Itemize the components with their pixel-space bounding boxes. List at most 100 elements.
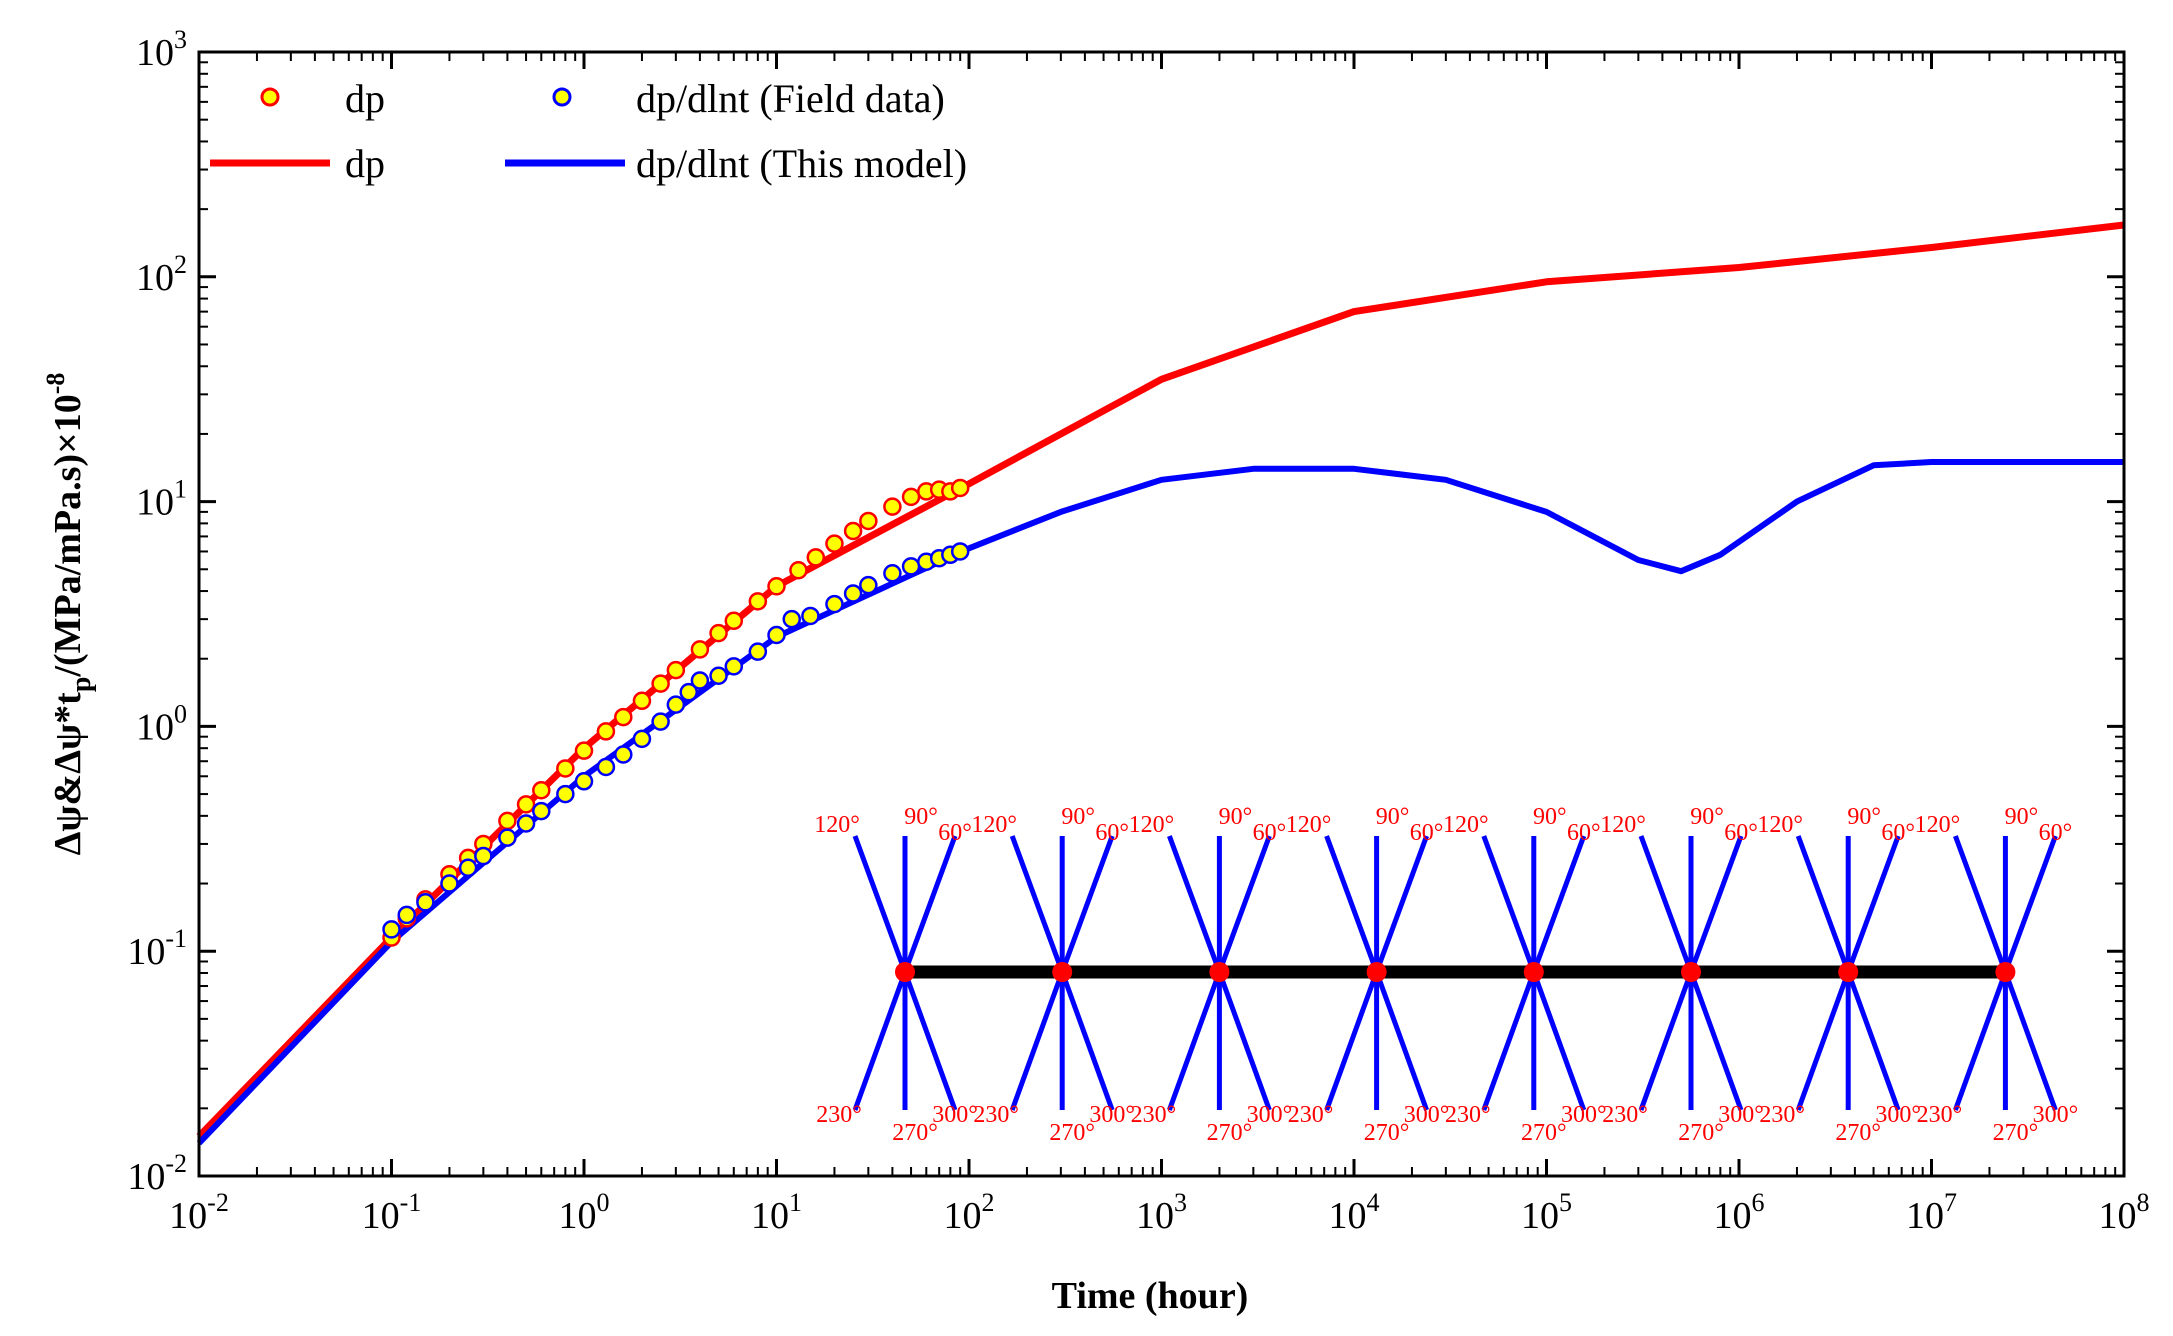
angle-label-top: 90° <box>1219 804 1253 830</box>
cluster-point <box>895 962 915 982</box>
fracture-line <box>1324 971 1379 1111</box>
fracture-cluster: 120° 90°60° 230° 270°300° <box>1915 804 2079 1146</box>
x-tick-exp: 0 <box>597 1188 610 1217</box>
x-tick-base: 10 <box>1906 1195 1944 1237</box>
fracture-line <box>1481 971 1537 1111</box>
dpdlnt-field-point <box>859 575 878 595</box>
dp-field-point <box>709 623 728 643</box>
fracture-line <box>1059 971 1115 1111</box>
angle-label-bottom: 270° <box>1993 1120 2039 1146</box>
angle-label-bottom: 230° <box>1288 1102 1334 1128</box>
angle-label-top: 120° <box>1443 812 1489 838</box>
dpdlnt-field-point <box>767 625 786 645</box>
fracture-line <box>1688 835 1744 973</box>
dp-model-line <box>196 221 2125 1139</box>
fracture-line <box>1953 971 2008 1111</box>
fracture-line <box>1638 835 1694 973</box>
dpdlnt-field-point <box>532 801 551 821</box>
angle-label-top: 60° <box>1095 820 1129 846</box>
angle-label-top: 60° <box>1253 820 1287 846</box>
fracture-line <box>1638 971 1694 1111</box>
x-tick-exp: 6 <box>1752 1188 1765 1217</box>
angle-label-bottom: 230° <box>1759 1102 1805 1128</box>
fracture-line <box>902 835 958 973</box>
dp-field-point <box>825 534 844 553</box>
dp-field-point <box>806 548 826 567</box>
legend: dp dp/dlnt (Field data) dp dp/dlnt (This… <box>210 76 967 186</box>
y-axis-title-unit: /(MPa/mPa.s)×10 <box>47 394 89 677</box>
x-tick-base: 10 <box>1136 1195 1174 1237</box>
y-axis-title-exp: -8 <box>41 373 70 395</box>
fracture-line <box>1167 971 1222 1111</box>
dp-field-point <box>632 691 652 711</box>
fracture-cluster: 120° 90°60° 230° 270°300° <box>971 804 1135 1146</box>
fracture-line <box>902 971 958 1111</box>
x-tick-label: 103 <box>1136 1188 1187 1237</box>
fracture-line <box>852 971 908 1111</box>
y-axis-title: Δψ&Δψ*tp/(MPa/mPa.s)×10-8 <box>41 373 97 856</box>
angle-label-bottom: 230° <box>1445 1102 1491 1128</box>
x-tick-label: 100 <box>559 1188 610 1237</box>
dp-field-point <box>651 674 670 693</box>
angle-label-top: 90° <box>2005 804 2039 830</box>
x-tick-exp: 2 <box>982 1188 995 1217</box>
dp-field-point <box>724 611 744 631</box>
fracture-line <box>1795 835 1851 973</box>
dpdlnt-field-point <box>416 893 435 912</box>
model-curves <box>196 221 2125 1146</box>
dpdlnt-field-point <box>782 609 801 629</box>
dpdlnt-field-point <box>382 920 401 939</box>
dpdlnt-field-point <box>596 757 616 777</box>
x-tick-base: 10 <box>1714 1195 1752 1237</box>
cluster-point <box>1052 962 1073 982</box>
x-tick-label: 107 <box>1906 1188 1957 1237</box>
angle-label-bottom: 300° <box>932 1102 978 1128</box>
fracture-line <box>1845 835 1901 973</box>
y-tick-label: 102 <box>136 250 187 299</box>
angle-label-top: 60° <box>2039 820 2073 846</box>
angle-label-bottom: 270° <box>1207 1120 1253 1146</box>
dpdlnt-model-line <box>196 459 2124 1146</box>
x-tick-base: 10 <box>1521 1195 1559 1237</box>
fracture-line <box>1481 835 1537 973</box>
angle-label-bottom: 270° <box>1364 1120 1410 1146</box>
dp-field-point <box>498 811 517 831</box>
dpdlnt-field-point <box>632 729 652 749</box>
y-tick-exp: -2 <box>165 1149 187 1178</box>
fracture-cluster: 120° 90°60° 230° 270°300° <box>814 804 978 1146</box>
fracture-line <box>1217 971 1272 1111</box>
angle-label-top: 60° <box>1567 820 1601 846</box>
fracture-line <box>1324 835 1379 973</box>
dpdlnt-field-point <box>709 666 728 686</box>
dpdlnt-field-point <box>950 542 970 561</box>
y-axis-title-main: Δψ&Δψ*t <box>47 692 89 856</box>
y-tick-base: 10 <box>136 482 174 524</box>
cluster-point <box>1838 962 1859 982</box>
dp-field-point <box>767 577 786 596</box>
angle-label-bottom: 300° <box>1089 1102 1135 1128</box>
x-tick-label: 10-2 <box>169 1188 229 1237</box>
x-tick-label: 101 <box>751 1188 802 1237</box>
x-tick-label: 104 <box>1329 1188 1380 1237</box>
dp-field-point <box>596 722 616 741</box>
legend-dp-line-label: dp <box>345 141 385 186</box>
dp-field-point <box>574 741 594 760</box>
cluster-point <box>1681 962 1701 982</box>
fracture-line <box>1845 971 1901 1111</box>
x-tick-base: 10 <box>559 1195 597 1237</box>
y-tick-label: 10-1 <box>127 924 187 973</box>
angle-label-top: 120° <box>1915 812 1961 838</box>
major-ticks <box>197 50 2126 1178</box>
y-tick-exp: 0 <box>174 699 187 728</box>
fracture-line <box>1374 971 1429 1111</box>
dpdlnt-field-point <box>556 784 575 804</box>
dpdlnt-field-point <box>690 671 710 690</box>
dpdlnt-field-point <box>724 657 744 676</box>
x-tick-exp: 8 <box>2137 1188 2150 1217</box>
y-axis-title-sub: p <box>66 677 97 693</box>
x-tick-exp: -2 <box>207 1188 229 1217</box>
dp-field-point <box>666 660 686 680</box>
cluster-point <box>1523 962 1544 982</box>
y-tick-exp: -1 <box>165 924 187 953</box>
